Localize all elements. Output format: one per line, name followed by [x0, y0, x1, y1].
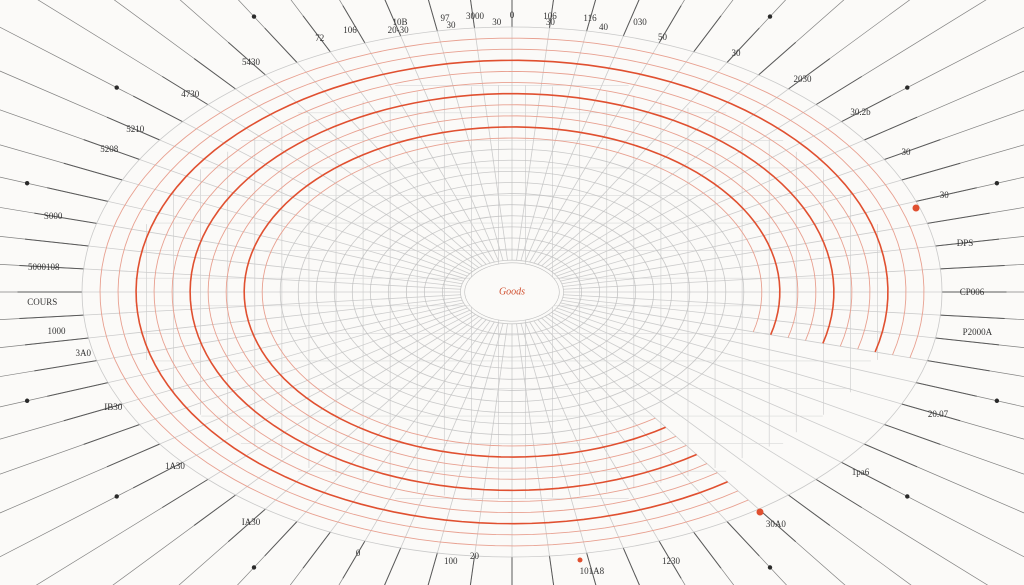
chart-label: 40 [599, 22, 608, 32]
chart-label: 5000108 [28, 262, 60, 272]
chart-label: 10B [392, 17, 407, 27]
chart-label: 5208 [100, 144, 118, 154]
chart-label: 2030 [794, 74, 812, 84]
chart-label: 1A30 [165, 461, 185, 471]
chart-label: 030 [633, 17, 647, 27]
chart-label: COURS [27, 297, 57, 307]
tick-dot [995, 181, 999, 185]
chart-label: 3000 [466, 11, 484, 21]
chart-label: 72 [315, 33, 324, 43]
chart-label: 3A0 [76, 348, 92, 358]
chart-label: 30A0 [766, 519, 786, 529]
chart-label: 4730 [181, 89, 199, 99]
tick-dot [252, 14, 256, 18]
accent-dot [578, 558, 583, 563]
chart-label: 20.07 [928, 409, 948, 419]
chart-label: 106 [343, 25, 357, 35]
chart-label: 5430 [242, 57, 260, 67]
chart-label: 106 [543, 11, 557, 21]
tick-dot [995, 399, 999, 403]
chart-label: CP006 [960, 287, 985, 297]
tick-dot [905, 494, 909, 498]
tick-dot [252, 565, 256, 569]
chart-label: IB30 [104, 402, 122, 412]
tick-dot [115, 494, 119, 498]
chart-label: 50 [658, 32, 667, 42]
chart-label: 20 [470, 551, 479, 561]
tick-dot [768, 565, 772, 569]
chart-label: 1000 [47, 326, 65, 336]
chart-label: 0 [510, 10, 515, 20]
tick-dot [115, 85, 119, 89]
chart-label: 30 [492, 17, 501, 27]
chart-label: 30 [940, 190, 949, 200]
tick-dot [905, 85, 909, 89]
chart-label: 1pa6 [852, 467, 870, 477]
chart-label: 101A8 [580, 566, 605, 576]
chart-label: 116 [583, 13, 596, 23]
chart-label: 30 [732, 48, 741, 58]
chart-label: Goods [499, 287, 525, 298]
tick-dot [25, 181, 29, 185]
chart-label: 97 [441, 13, 450, 23]
chart-label: 1230 [662, 556, 680, 566]
chart-label: 30 [902, 147, 911, 157]
chart-label: 5210 [126, 124, 144, 134]
chart-label: 30.2b [850, 107, 870, 117]
chart-label: 100 [444, 556, 458, 566]
chart-label: P2000A [963, 327, 993, 337]
tick-dot [25, 399, 29, 403]
accent-dot [757, 509, 764, 516]
tick-dot [768, 14, 772, 18]
chart-label: S000 [44, 211, 63, 221]
chart-label: DPS [957, 238, 974, 248]
accent-dot [913, 205, 920, 212]
chart-label: IA30 [242, 517, 261, 527]
chart-label: 0 [356, 548, 361, 558]
